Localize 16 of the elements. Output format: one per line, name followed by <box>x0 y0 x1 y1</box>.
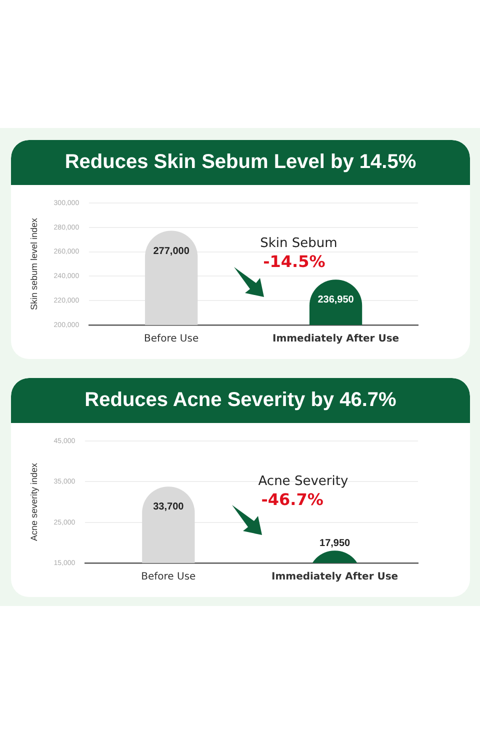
data-label: 33,700 <box>153 502 184 513</box>
x-tick-label: Before Use <box>144 334 199 345</box>
y-axis-title: Skin sebum level index <box>28 217 39 310</box>
y-axis-title: Acne severity index <box>28 462 39 542</box>
annotation: -46.7% <box>261 490 324 509</box>
data-label: 17,950 <box>320 538 351 549</box>
data-label: 236,950 <box>318 294 354 306</box>
annotation: Acne Severity <box>258 474 348 489</box>
chart-title: Reduces Acne Severity by 46.7% <box>11 378 470 423</box>
data-label: 277,000 <box>153 246 190 257</box>
x-tick-label: Immediately After Use <box>272 334 400 345</box>
annotation: -14.5% <box>263 252 326 271</box>
x-tick-label: Immediately After Use <box>272 572 398 583</box>
x-tick-label: Before Use <box>141 572 196 583</box>
chart-title: Reduces Skin Sebum Level by 14.5% <box>11 140 470 185</box>
annotation: Skin Sebum <box>260 236 338 251</box>
